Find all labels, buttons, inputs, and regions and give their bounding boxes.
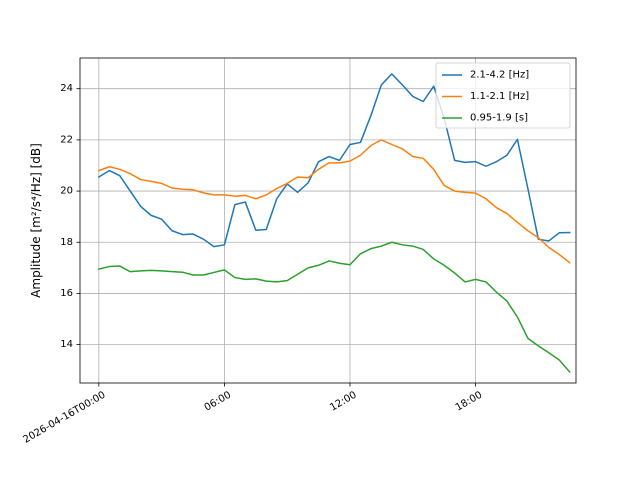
legend-label: 1.1-2.1 [Hz] <box>470 91 529 102</box>
legend-box <box>435 62 571 129</box>
x-axis: 2026-04-16T00:00 06:00 12:00 18:00 <box>21 383 484 446</box>
y-tick-label: 14 <box>60 339 73 350</box>
series-line-1 <box>97 73 571 248</box>
x-tick-label: 12:00 <box>328 390 358 414</box>
plot-frame <box>79 57 577 384</box>
y-tick-label: 22 <box>60 134 73 145</box>
y-axis: 14 16 18 20 22 24 <box>60 83 80 350</box>
x-tick-label: 2026-04-16T00:00 <box>21 390 107 446</box>
y-axis-label: Amplitude [m²/s⁴/Hz] [dB] <box>29 143 43 298</box>
series-group <box>97 73 571 374</box>
series-line-3 <box>97 241 571 374</box>
x-tick-label: 18:00 <box>454 390 484 414</box>
y-tick-label: 24 <box>60 83 73 94</box>
x-tick-label: 06:00 <box>203 390 233 414</box>
legend: 2.1-4.2 [Hz] 1.1-2.1 [Hz] 0.95-1.9 [s] <box>435 62 571 129</box>
series-line-2 <box>97 139 571 264</box>
y-tick-label: 18 <box>60 237 73 248</box>
y-tick-label: 16 <box>60 288 73 299</box>
y-tick-label: 20 <box>60 186 73 197</box>
legend-label: 0.95-1.9 [s] <box>470 113 528 124</box>
legend-label: 2.1-4.2 [Hz] <box>470 70 529 81</box>
